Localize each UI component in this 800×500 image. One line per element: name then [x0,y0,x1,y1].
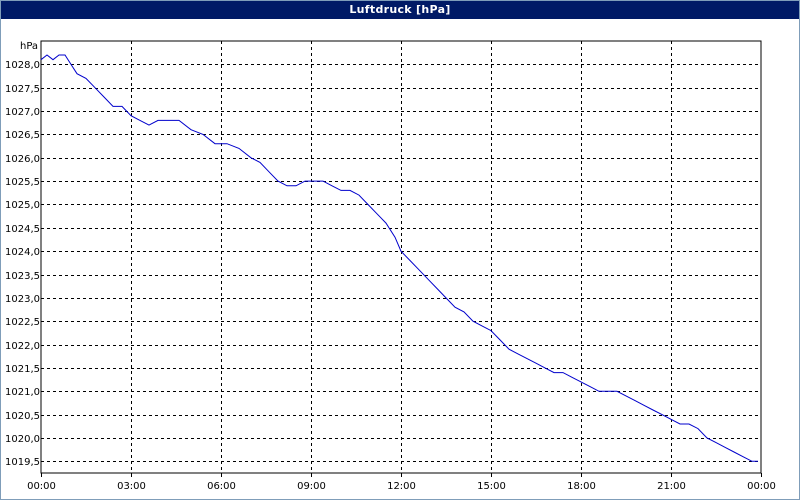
y-tick-label: 1024,0 [5,247,40,258]
chart-title: Luftdruck [hPa] [1,1,799,19]
y-tick-label: 1020,5 [5,411,40,422]
x-tick-time-label: 00:00 [747,481,776,492]
y-tick-label: 1025,5 [5,177,40,188]
x-tick-time-label: 12:00 [387,481,416,492]
y-tick-label: 1022,5 [5,317,40,328]
y-tick-label: 1022,0 [5,341,40,352]
x-tick-time-label: 03:00 [117,481,146,492]
y-tick-label: 1026,5 [5,130,40,141]
y-axis: 1019,5 1020,0 1020,5 1021,0 1021,5 1022,0 1022… [5,60,40,468]
pressure-chart: hPa 1019,5 1020,0 1020,5 1021,0 1021,5 1022,0… [5,40,776,492]
y-tick-label: 1021,0 [5,387,40,398]
x-tick-time-label: 21:00 [657,481,686,492]
y-tick-label: 1024,5 [5,224,40,235]
x-tick-time-label: 15:00 [477,481,506,492]
y-tick-label: 1026,0 [5,154,40,165]
x-tick-time-label: 18:00 [567,481,596,492]
y-tick-label: 1027,0 [5,107,40,118]
x-tick-time-label: 09:00 [297,481,326,492]
y-tick-label: 1027,5 [5,84,40,95]
y-tick-label: 1021,5 [5,364,40,375]
plot-border [40,40,762,474]
x-tick-time-label: 00:00 [27,481,56,492]
y-tick-label: 1023,0 [5,294,40,305]
x-axis: 00:0024.11.2003:0024.11.2006:0024.11.200… [27,481,776,492]
y-tick-label: 1023,5 [5,271,40,282]
y-axis-label: hPa [20,41,38,52]
x-tick-time-label: 06:00 [207,481,236,492]
y-tick-label: 1020,0 [5,434,40,445]
grid [41,41,762,477]
y-tick-label: 1025,0 [5,200,40,211]
pressure-series-line [40,54,758,462]
y-tick-label: 1028,0 [5,60,40,71]
y-tick-label: 1019,5 [5,457,40,468]
